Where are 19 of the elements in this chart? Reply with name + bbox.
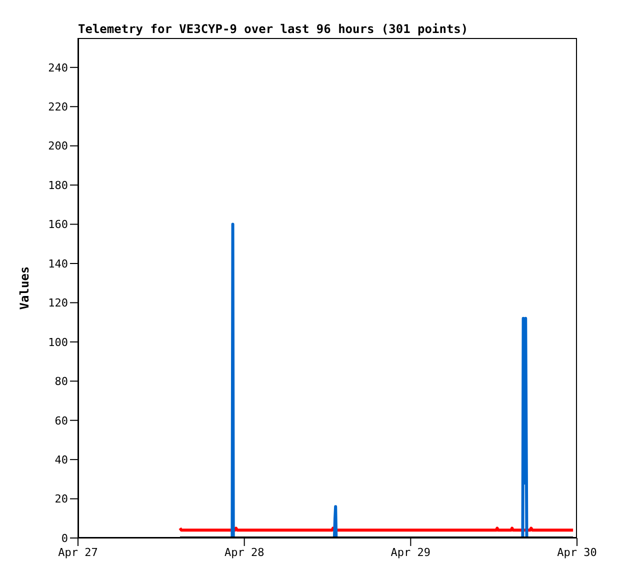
y-tick-label: 60: [54, 414, 68, 428]
x-tick-label: Apr 27: [58, 546, 98, 559]
chart-title: Telemetry for VE3CYP-9 over last 96 hours (301 points): [78, 22, 468, 36]
x-tick-label: Apr 28: [224, 546, 264, 559]
y-tick-label: 220: [48, 100, 68, 114]
y-tick-label: 200: [48, 140, 68, 153]
y-axis-title: Values: [17, 266, 32, 310]
x-tick-label: Apr 29: [390, 546, 431, 559]
y-tick-label: 80: [54, 375, 68, 388]
y-tick-label: 160: [48, 218, 68, 232]
y-tick-label: 180: [48, 178, 68, 192]
y-tick-label: 120: [48, 296, 68, 310]
y-tick-label: 140: [48, 257, 68, 270]
y-tick-label: 100: [48, 336, 68, 349]
y-tick-label: 20: [54, 492, 68, 506]
y-tick-label: 0: [61, 532, 68, 545]
y-tick-label: 240: [48, 61, 68, 74]
x-tick-label: Apr 30: [557, 546, 597, 559]
y-tick-label: 40: [54, 453, 68, 466]
